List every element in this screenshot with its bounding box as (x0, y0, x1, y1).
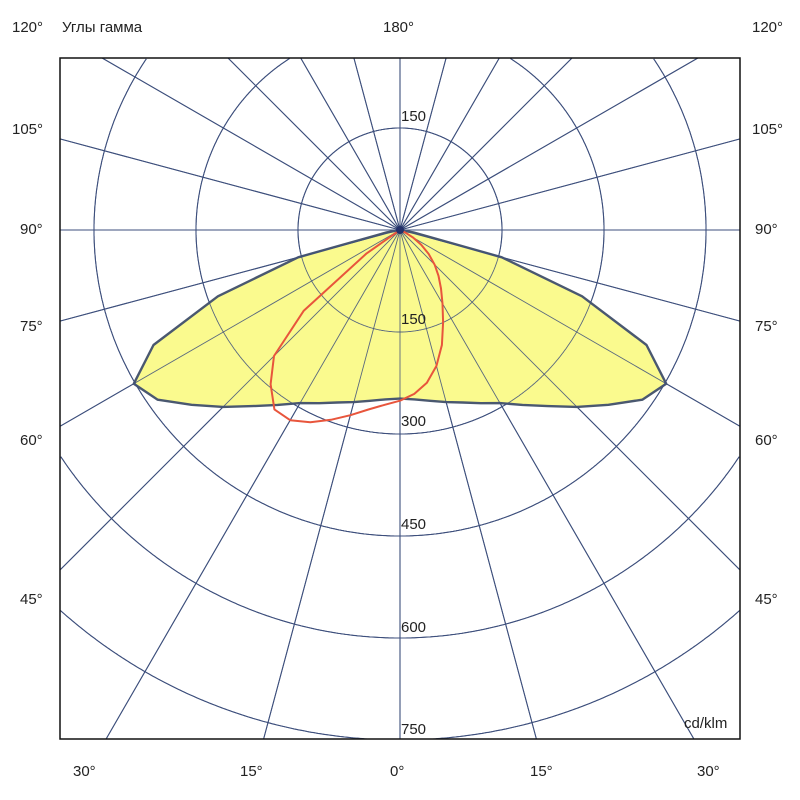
grid-radial-overlay-30 (399, 229, 695, 740)
grid-radial-overlay-150 (399, 57, 500, 231)
ring-label-600: 600 (401, 619, 427, 636)
chart-title: Углы гамма (62, 19, 143, 36)
grid-radial-overlay-300 (59, 229, 401, 427)
angle-label-bottom-15-right: 15° (530, 763, 553, 780)
ring-label-450: 450 (401, 516, 427, 533)
grid-radial-overlay-240 (101, 57, 401, 231)
grid-radial-overlay-135 (399, 57, 573, 231)
angle-label-right-90: 90° (755, 221, 778, 238)
center-marker (396, 226, 404, 234)
ring-label-150: 150 (401, 311, 427, 328)
angle-label-left-120: 120° (12, 19, 44, 36)
angle-label-bottom-15-left: 15° (240, 763, 263, 780)
grid-overlay (59, 57, 741, 740)
grid-radial-overlay-330 (105, 229, 401, 740)
angle-label-right-120: 120° (752, 19, 784, 36)
grid-radial-overlay-285 (59, 229, 401, 322)
angle-label-right-45: 45° (755, 591, 778, 608)
grid-radial-overlay-225 (227, 57, 401, 231)
angle-label-bottom-30-right: 30° (697, 763, 720, 780)
angle-label-right-60: 60° (755, 432, 778, 449)
angle-label-left-105: 105° (12, 121, 44, 138)
angle-label-180: 180° (383, 19, 415, 36)
ring-label-750: 750 (401, 721, 427, 738)
grid-radial-overlay-15 (399, 229, 537, 740)
grid-ring-overlay-450 (93, 58, 707, 537)
angle-label-left-75: 75° (20, 318, 43, 335)
angle-label-left-45: 45° (20, 591, 43, 608)
grid-radial-overlay-195 (353, 57, 401, 231)
red-curve-layer (269, 229, 445, 424)
series-curve-2 (269, 229, 445, 424)
angle-label-left-60: 60° (20, 432, 43, 449)
grid-radial-overlay-45 (399, 229, 741, 571)
angle-label-bottom-0: 0° (390, 763, 405, 780)
angle-label-bottom-30-left: 30° (73, 763, 96, 780)
ring-label-150-top: 150 (401, 108, 427, 125)
grid-radial-overlay-75 (399, 229, 741, 322)
grid-radial-overlay-255 (59, 138, 401, 231)
grid-radial-overlay-120 (399, 57, 699, 231)
angle-label-left-90: 90° (20, 221, 43, 238)
ring-label-300: 300 (401, 413, 427, 430)
grid-radial-overlay-315 (59, 229, 401, 571)
angle-label-right-105: 105° (752, 121, 784, 138)
plot-frame (59, 57, 741, 740)
grid-radial-overlay-165 (399, 57, 447, 231)
grid-ring-overlay-300 (195, 58, 605, 435)
grid-radial-overlay-210 (300, 57, 401, 231)
unit-label: cd/klm (684, 715, 728, 732)
grid-radial-overlay-105 (399, 138, 741, 231)
angle-label-right-75: 75° (755, 318, 778, 335)
grid-ring-overlay-750 (60, 610, 740, 740)
grid-radial-overlay-345 (263, 229, 401, 740)
grid-radial-overlay-60 (399, 229, 741, 427)
